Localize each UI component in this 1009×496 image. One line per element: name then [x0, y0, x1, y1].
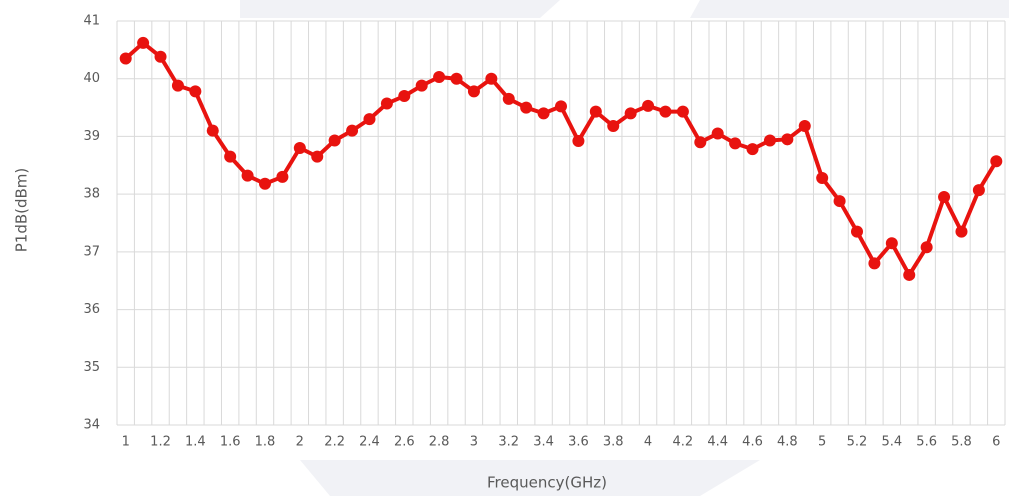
- x-axis-label: Frequency(GHz): [487, 474, 607, 492]
- marker: [520, 101, 533, 114]
- marker: [972, 184, 985, 197]
- marker: [328, 134, 341, 147]
- y-tick-label: 41: [83, 14, 100, 29]
- marker: [885, 237, 898, 250]
- marker: [816, 171, 829, 184]
- decor: [690, 0, 1009, 18]
- marker: [781, 133, 794, 146]
- marker: [676, 105, 689, 118]
- marker: [276, 170, 289, 183]
- marker: [485, 72, 498, 85]
- x-tick-label: 6: [992, 435, 1000, 450]
- x-tick-label: 3.8: [603, 435, 624, 450]
- y-tick-label: 36: [83, 302, 100, 317]
- x-tick-label: 3.6: [568, 435, 589, 450]
- x-tick-label: 5.6: [916, 435, 937, 450]
- marker: [311, 150, 324, 163]
- marker: [119, 52, 132, 65]
- x-tick-label: 3.4: [533, 435, 554, 450]
- marker: [259, 177, 271, 190]
- marker: [607, 120, 620, 133]
- marker: [729, 137, 742, 150]
- marker: [763, 134, 776, 147]
- x-tick-label: 5.8: [951, 435, 972, 450]
- marker: [572, 135, 585, 148]
- x-tick-label: 1.4: [185, 435, 206, 450]
- marker: [555, 100, 567, 113]
- marker: [502, 92, 515, 105]
- x-tick-label: 4.6: [742, 435, 763, 450]
- x-tick-label: 2.6: [394, 435, 415, 450]
- y-tick-label: 37: [83, 244, 100, 259]
- x-tick-label: 2.2: [324, 435, 345, 450]
- x-tick-label: 2.4: [359, 435, 380, 450]
- marker: [363, 113, 376, 126]
- y-axis-label: P1dB(dBm): [13, 168, 31, 253]
- marker: [624, 107, 637, 120]
- marker: [380, 97, 393, 110]
- x-tick-label: 5.4: [881, 435, 902, 450]
- marker: [137, 36, 150, 49]
- marker: [398, 90, 411, 103]
- marker: [467, 85, 480, 98]
- x-tick-label: 4.2: [673, 435, 694, 450]
- marker: [833, 195, 846, 208]
- marker: [450, 72, 463, 85]
- x-tick-label: 5.2: [847, 435, 868, 450]
- marker: [224, 150, 237, 163]
- marker: [798, 120, 811, 133]
- marker: [920, 241, 933, 254]
- y-tick-label: 38: [83, 187, 100, 202]
- marker: [868, 257, 881, 270]
- x-tick-label: 3.2: [498, 435, 519, 450]
- decor: [240, 0, 560, 18]
- marker: [415, 79, 428, 92]
- x-tick-label: 1.8: [255, 435, 276, 450]
- marker: [206, 124, 219, 137]
- marker: [746, 143, 759, 156]
- marker: [154, 50, 167, 63]
- marker: [346, 124, 359, 137]
- marker: [903, 268, 916, 281]
- marker: [851, 225, 863, 238]
- x-tick-label: 1.2: [150, 435, 171, 450]
- marker: [189, 85, 202, 98]
- y-tick-label: 39: [83, 129, 100, 144]
- marker: [589, 105, 602, 118]
- y-tick-label: 34: [83, 418, 100, 433]
- marker: [171, 79, 184, 92]
- x-tick-label: 4.8: [777, 435, 798, 450]
- y-tick-label: 35: [83, 360, 100, 375]
- marker: [293, 141, 306, 154]
- x-tick-label: 1: [122, 435, 130, 450]
- x-tick-label: 4: [644, 435, 652, 450]
- x-tick-label: 5: [818, 435, 826, 450]
- marker: [694, 136, 707, 149]
- x-tick-label: 2.8: [429, 435, 450, 450]
- marker: [433, 70, 446, 83]
- y-tick-label: 40: [83, 71, 100, 86]
- marker: [537, 107, 550, 120]
- x-tick-label: 2: [296, 435, 304, 450]
- marker: [659, 105, 672, 118]
- x-tick-label: 1.6: [220, 435, 241, 450]
- x-tick-label: 3: [470, 435, 478, 450]
- marker: [711, 127, 724, 140]
- marker: [642, 99, 655, 112]
- marker: [990, 155, 1003, 168]
- decor: [300, 460, 760, 496]
- marker: [955, 225, 968, 238]
- x-tick-label: 4.4: [707, 435, 728, 450]
- marker: [938, 191, 951, 204]
- marker: [241, 169, 254, 182]
